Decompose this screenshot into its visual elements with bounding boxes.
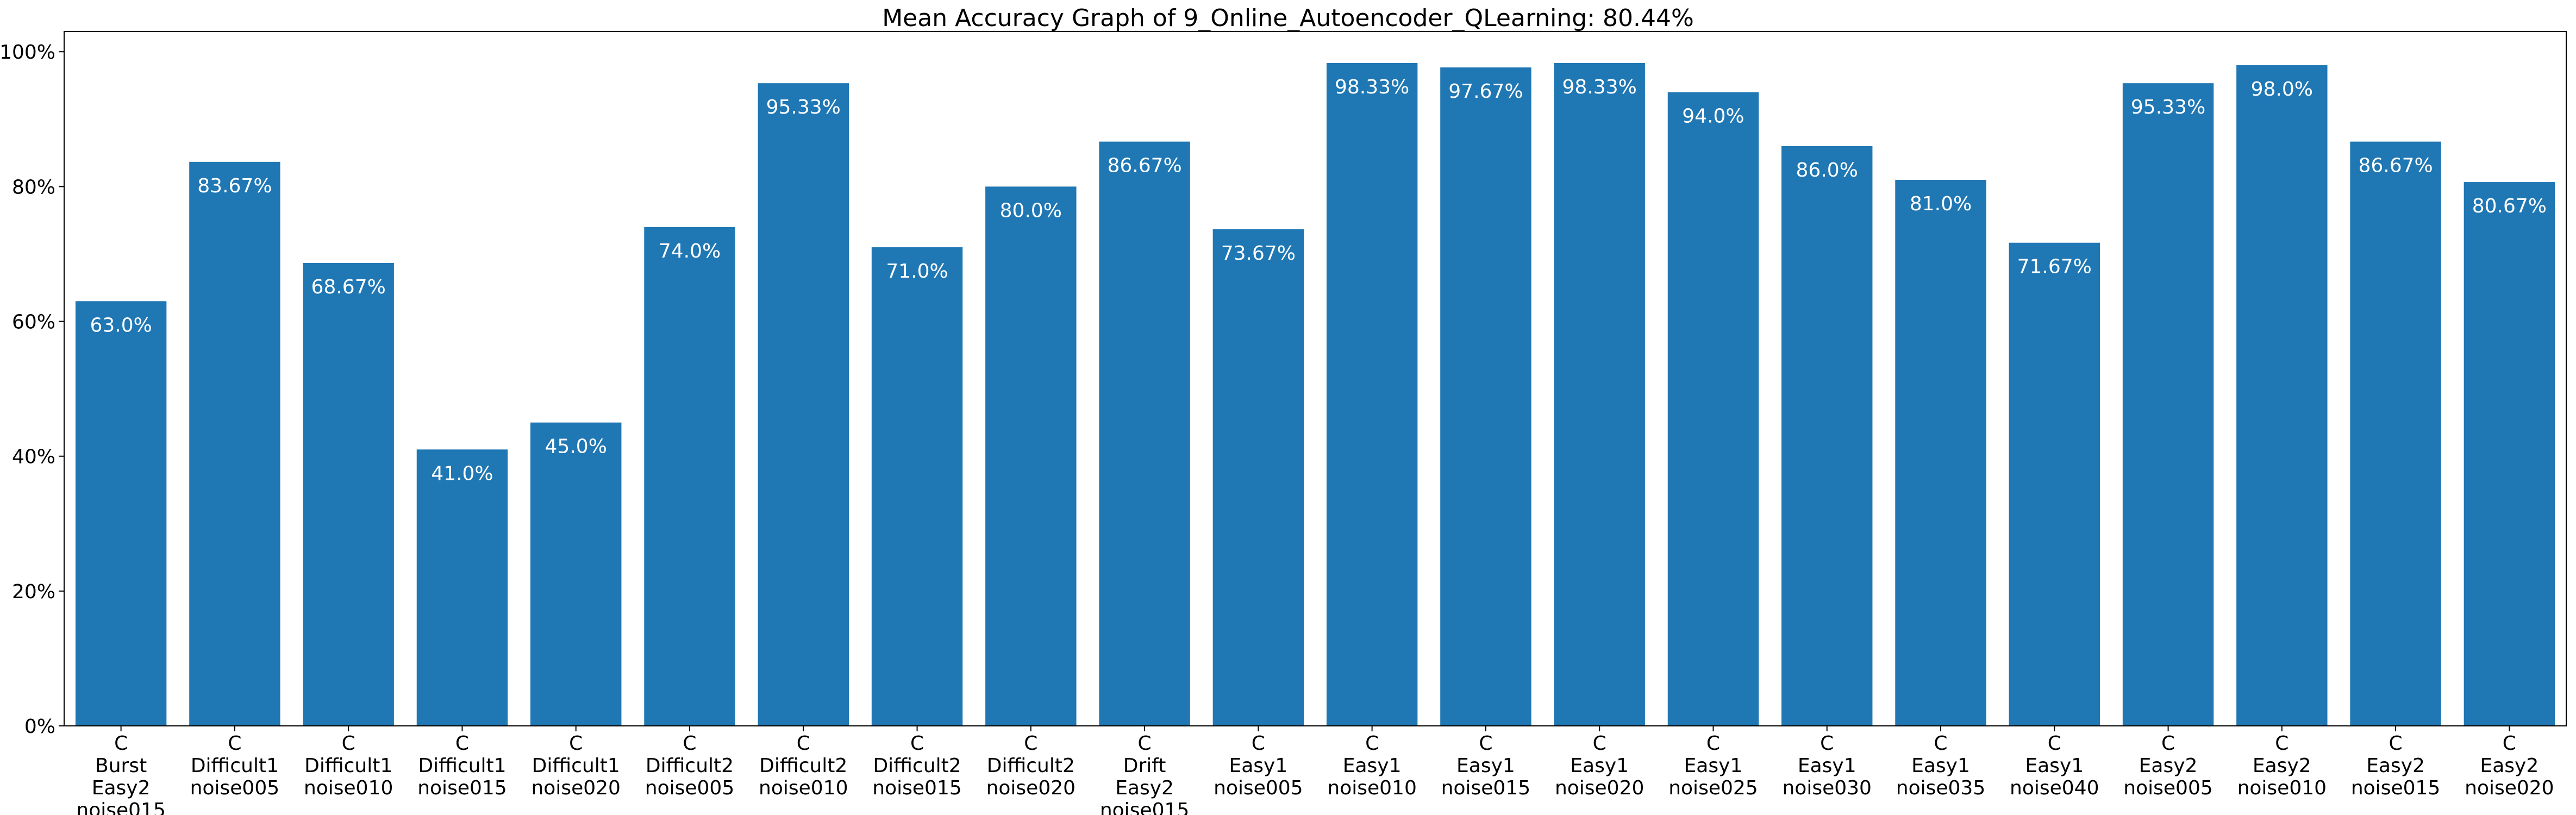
y-axis: 0% 20% 40% 60% 80% 100% [0,41,64,738]
bar [303,262,394,726]
bar [1554,62,1645,726]
y-tick-label: 100% [0,41,55,64]
bar [1667,92,1759,726]
bar-value-label: 95.33% [2131,96,2205,118]
bar [2464,182,2555,726]
bar [2350,141,2441,726]
x-tick-label: C Difficult2 noise010 [759,732,848,799]
bar [758,83,849,726]
bar-value-label: 73.67% [1221,242,1296,265]
bar [1212,229,1304,726]
x-tick-label: C Easy2 noise010 [2237,732,2327,799]
bar-value-label: 86.67% [1107,155,1181,177]
bar-value-label: 63.0% [90,314,152,336]
x-tick-label: C Easy1 noise030 [1782,732,1871,799]
bar-value-label: 98.33% [1335,76,1409,98]
x-tick-label: C Easy2 noise020 [2465,732,2554,799]
plot-frame [64,31,2567,726]
bar-value-label: 81.0% [1910,193,1972,215]
x-tick-label: C Difficult1 noise010 [304,732,393,799]
bar-value-label: 98.0% [2251,78,2313,101]
bar-value-label: 86.0% [1796,159,1858,181]
bar-value-label: 45.0% [545,436,607,458]
x-tick-label: C Easy2 noise005 [2123,732,2212,799]
x-tick-label: C Easy1 noise010 [1327,732,1416,799]
x-tick-label: C Easy1 noise025 [1668,732,1758,799]
bar-value-label: 74.0% [659,240,721,262]
x-tick-label: C Easy1 noise020 [1555,732,1644,799]
bar-value-label: 71.0% [886,260,948,283]
bar [189,161,280,726]
x-tick-label: C Easy1 noise015 [1441,732,1530,799]
y-tick-label: 80% [12,176,55,198]
bar-value-label: 94.0% [1682,105,1744,128]
bar [1440,67,1531,726]
bar-value-label: 80.67% [2472,195,2547,217]
x-tick-label: C Burst Easy2 noise015 [76,732,165,815]
bar-value-label: 95.33% [766,96,841,118]
bar-value-label: 83.67% [197,175,272,197]
bar [530,422,622,726]
x-tick-label: C Difficult1 noise005 [190,732,279,799]
bar [644,227,735,726]
bar-value-label: 71.67% [2017,256,2092,278]
bars-group: 63.0% 83.67% 68.67% 41.0% 45.0% 74.0% 95.33% 71… [75,62,2555,726]
bar [1099,141,1190,726]
bar [1895,179,1986,726]
bar [985,186,1077,726]
bar-value-label: 41.0% [431,462,493,485]
bar [2122,83,2214,726]
bar-value-label: 97.67% [1448,80,1523,103]
x-tick-label: C Drift Easy2 noise015 [1100,732,1189,815]
x-tick-label: C Difficult2 noise020 [986,732,1076,799]
bar [416,449,508,726]
y-tick-label: 40% [12,446,55,468]
y-tick-label: 0% [24,716,55,738]
bar [1781,146,1873,726]
y-tick-label: 20% [12,581,55,603]
x-tick-label: C Easy2 noise015 [2351,732,2440,799]
bar-value-label: 68.67% [311,276,386,298]
bar [871,247,963,726]
x-tick-label: C Easy1 noise035 [1896,732,1985,799]
x-tick-label: C Difficult1 noise015 [417,732,507,799]
x-tick-label: C Easy1 noise040 [2010,732,2099,799]
bar [75,301,167,726]
bar-value-label: 98.33% [1562,76,1637,98]
x-tick-label: C Difficult2 noise005 [645,732,734,799]
bar-value-label: 80.0% [1000,199,1062,222]
chart-title: Mean Accuracy Graph of 9_Online_Autoenco… [882,4,1694,32]
x-tick-label: C Difficult2 noise015 [872,732,961,799]
bar-value-label: 86.67% [2358,155,2433,177]
x-tick-label: C Easy1 noise005 [1214,732,1303,799]
bar [2236,65,2328,726]
x-axis: C Burst Easy2 noise015 C Difficult1 noise005 C D… [76,726,2554,815]
bar [1326,62,1418,726]
bar [2009,242,2100,726]
y-tick-label: 60% [12,311,55,334]
x-tick-label: C Difficult1 noise020 [531,732,620,799]
